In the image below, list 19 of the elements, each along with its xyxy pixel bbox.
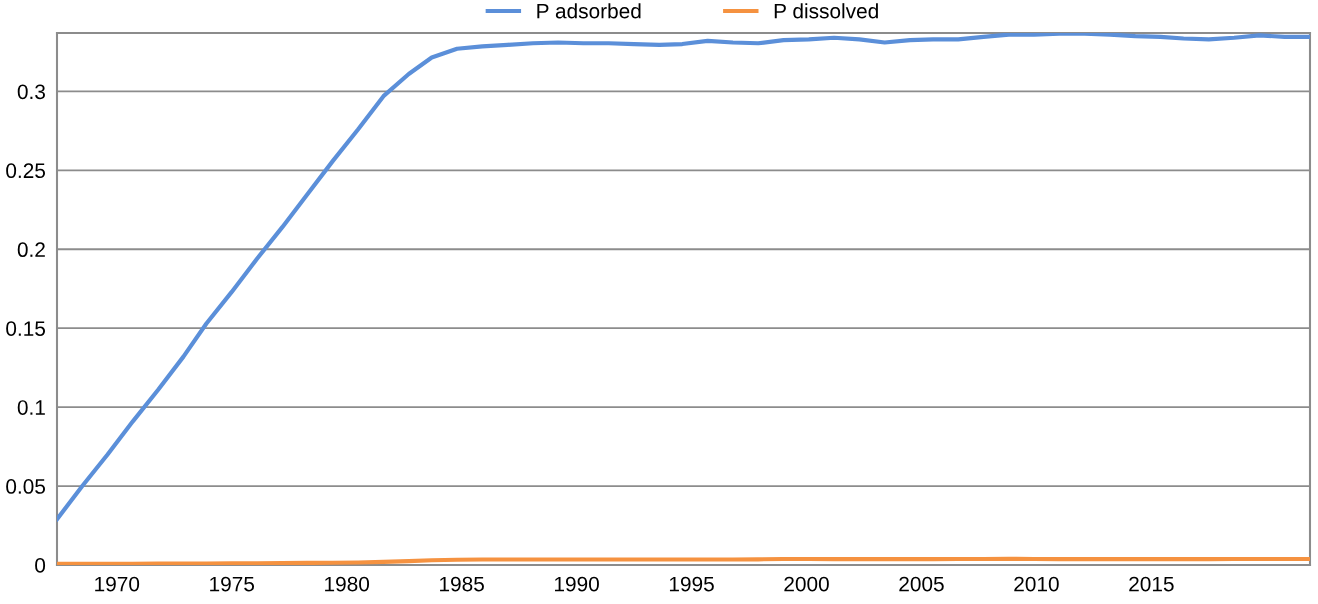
x-tick-label: 2005 bbox=[899, 576, 944, 592]
x-tick-label: 2010 bbox=[1014, 576, 1059, 592]
y-tick-label: 0.15 bbox=[6, 321, 46, 336]
y-tick-label: 0.25 bbox=[6, 163, 46, 179]
x-tick-label: 1990 bbox=[555, 576, 599, 592]
x-tick-label: 1970 bbox=[95, 576, 140, 592]
x-tick-label: 1995 bbox=[669, 576, 714, 592]
y-tick-label: 0.2 bbox=[17, 242, 45, 258]
x-tick-label: 1980 bbox=[325, 576, 370, 592]
y-tick-label: 0 bbox=[35, 558, 46, 573]
legend-label: P adsorbed bbox=[537, 3, 641, 19]
x-tick-label: 1975 bbox=[210, 576, 255, 592]
x-tick-label: 2015 bbox=[1129, 576, 1174, 592]
x-tick-label: 1985 bbox=[440, 576, 484, 592]
x-tick-label: 2000 bbox=[784, 576, 829, 592]
y-tick-label: 0.05 bbox=[6, 479, 46, 494]
legend-label: P dissolved bbox=[774, 3, 878, 19]
y-tick-label: 0.1 bbox=[17, 400, 45, 415]
y-tick-label: 0.3 bbox=[17, 84, 45, 100]
